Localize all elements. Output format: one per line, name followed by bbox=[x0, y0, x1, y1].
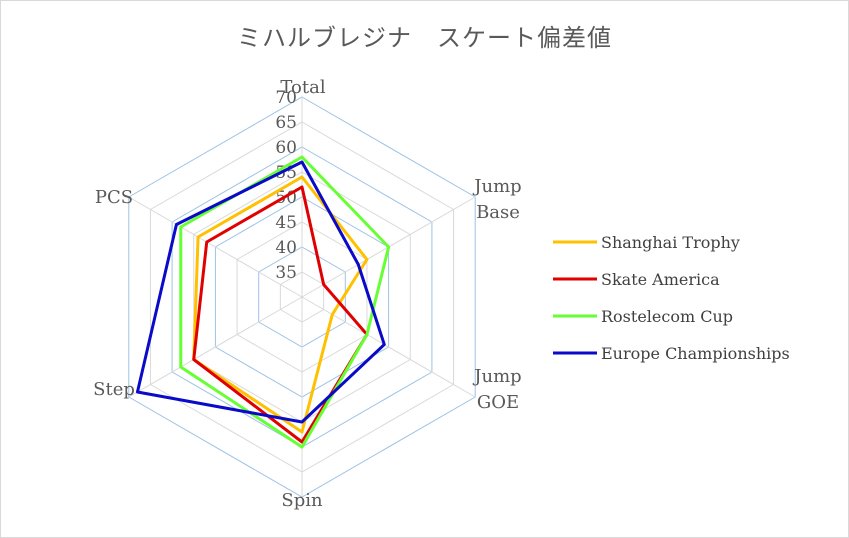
axis-label: GOE bbox=[477, 392, 519, 413]
legend-label: Rostelecom Cup bbox=[601, 307, 733, 326]
chart-legend: Shanghai Trophy Skate America Rostelecom C… bbox=[553, 233, 790, 363]
axis-label: Jump bbox=[472, 366, 521, 387]
tick-label: 65 bbox=[275, 113, 297, 133]
axis-label: Base bbox=[476, 202, 520, 223]
tick-label: 60 bbox=[275, 138, 297, 158]
radar-axis-labels: Total Jump Base Jump GOE Spin Step PCS bbox=[93, 77, 522, 511]
grid-spoke bbox=[128, 196, 303, 298]
axis-label: Total bbox=[280, 77, 325, 98]
axis-label: Spin bbox=[281, 490, 323, 511]
grid-spoke bbox=[128, 296, 303, 398]
chart-title: ミハルブレジナ スケート偏差値 bbox=[237, 24, 612, 52]
tick-label: 70 bbox=[275, 88, 297, 108]
series-line bbox=[135, 160, 386, 424]
axis-label: Jump bbox=[472, 176, 521, 197]
axis-label: Step bbox=[93, 379, 135, 400]
legend-label: Skate America bbox=[601, 270, 720, 289]
series-line bbox=[179, 155, 391, 449]
axis-label: PCS bbox=[95, 187, 133, 208]
legend-label: Shanghai Trophy bbox=[601, 233, 740, 252]
tick-label: 45 bbox=[275, 213, 297, 233]
grid-spoke bbox=[301, 296, 476, 398]
tick-label: 40 bbox=[275, 238, 297, 258]
series-line bbox=[192, 185, 369, 444]
series-line bbox=[192, 175, 369, 434]
tick-label: 35 bbox=[275, 263, 297, 283]
radar-series bbox=[135, 155, 391, 449]
legend-label: Europe Championships bbox=[601, 344, 790, 363]
